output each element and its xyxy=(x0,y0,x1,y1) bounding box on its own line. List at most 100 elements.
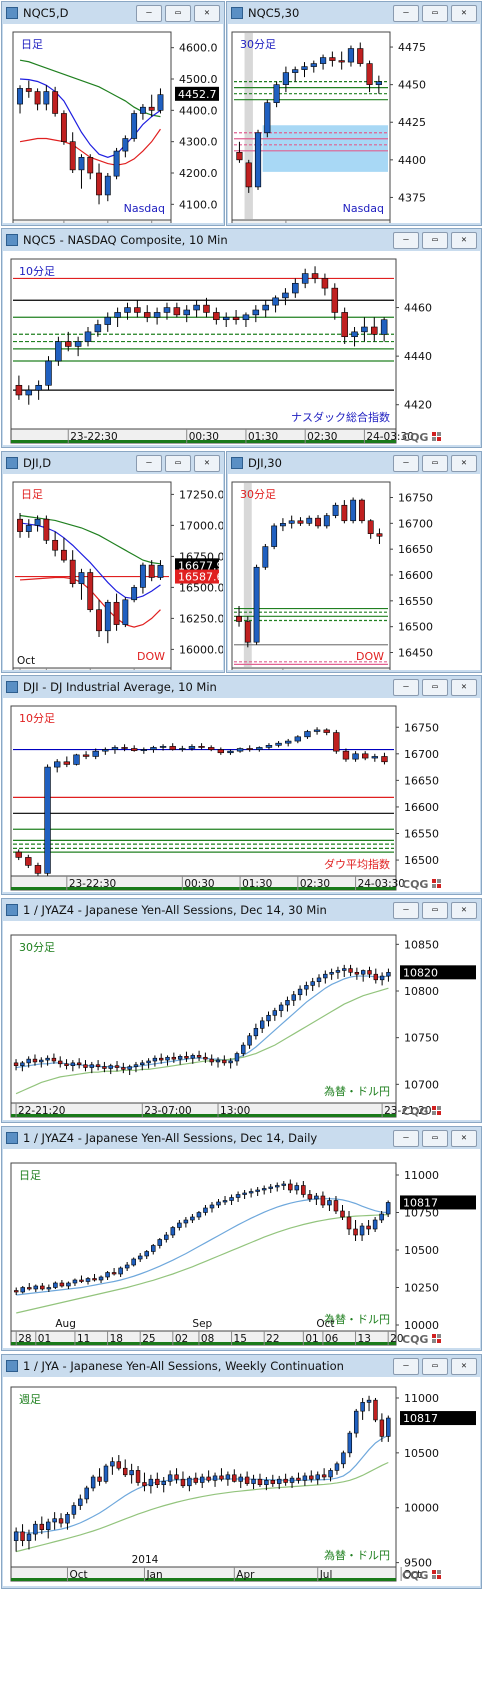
candle[interactable] xyxy=(97,1468,102,1486)
candle[interactable] xyxy=(52,531,59,557)
candle[interactable] xyxy=(304,981,309,996)
candle[interactable] xyxy=(143,305,151,323)
candle[interactable] xyxy=(188,744,196,751)
candle[interactable] xyxy=(319,54,327,70)
candle[interactable] xyxy=(373,1397,378,1423)
candle[interactable] xyxy=(177,1220,182,1231)
candle[interactable] xyxy=(245,159,252,193)
candle[interactable] xyxy=(34,862,42,876)
title-bar[interactable]: NQC5,30 — ▭ ✕ xyxy=(231,4,477,22)
candle[interactable] xyxy=(381,752,388,765)
candle[interactable] xyxy=(69,132,76,173)
candle[interactable] xyxy=(121,744,128,752)
candle[interactable] xyxy=(331,283,339,320)
candle[interactable] xyxy=(84,327,92,347)
candle[interactable] xyxy=(118,1266,123,1278)
candle[interactable] xyxy=(235,1191,241,1203)
candle[interactable] xyxy=(271,523,278,550)
candle[interactable] xyxy=(155,1472,160,1488)
minimize-button[interactable]: — xyxy=(393,678,419,696)
candle[interactable] xyxy=(379,1211,384,1223)
candle[interactable] xyxy=(265,743,273,750)
candle[interactable] xyxy=(278,1002,284,1018)
candle[interactable] xyxy=(256,746,263,752)
chart-canvas[interactable]: 16500 16550 16600 16650 16700 16750 10分足ダウ平均指数… xyxy=(3,698,480,892)
candle[interactable] xyxy=(157,1238,163,1249)
candle[interactable] xyxy=(236,141,243,163)
candle[interactable] xyxy=(131,1257,136,1267)
candle[interactable] xyxy=(301,62,308,78)
candle[interactable] xyxy=(26,1529,32,1550)
candle[interactable] xyxy=(58,1056,63,1068)
candle[interactable] xyxy=(108,1063,113,1075)
candle[interactable] xyxy=(272,295,279,313)
candle[interactable] xyxy=(184,1051,189,1062)
candle[interactable] xyxy=(232,310,240,325)
candle[interactable] xyxy=(203,1052,208,1063)
candle[interactable] xyxy=(255,1187,260,1196)
candle[interactable] xyxy=(65,1512,70,1530)
candle[interactable] xyxy=(76,1058,82,1069)
candle[interactable] xyxy=(366,1220,371,1235)
candle[interactable] xyxy=(301,268,309,289)
chart-window-nqc5-30min[interactable]: NQC5,30 — ▭ ✕ 4375 4400 4425 4450 4475 30分足 Nasdaq… xyxy=(226,1,482,226)
candle[interactable] xyxy=(111,745,119,754)
candle[interactable] xyxy=(307,1190,313,1202)
candle[interactable] xyxy=(85,1277,91,1285)
minimize-button[interactable]: — xyxy=(393,901,419,919)
candle[interactable] xyxy=(39,1516,45,1535)
candle[interactable] xyxy=(113,147,120,180)
chart-canvas[interactable]: 4100.0 4200.0 4300.0 4400.0 4500.0 4600.0 4452… xyxy=(3,24,223,223)
candle[interactable] xyxy=(352,751,359,762)
candle[interactable] xyxy=(43,515,50,544)
candle[interactable] xyxy=(323,513,330,529)
candle[interactable] xyxy=(229,1194,234,1206)
candle[interactable] xyxy=(104,173,111,202)
candle[interactable] xyxy=(102,747,109,755)
candle[interactable] xyxy=(129,1463,134,1484)
close-button[interactable]: ✕ xyxy=(451,901,477,919)
candle[interactable] xyxy=(292,278,299,298)
candle[interactable] xyxy=(78,1494,83,1510)
candle[interactable] xyxy=(104,312,112,332)
candle[interactable] xyxy=(272,1007,278,1021)
chart-window-dji-30min[interactable]: DJI,30— ▭ ✕ 16450 16500 16550 16600 16650 16700 1… xyxy=(226,451,482,673)
candle[interactable] xyxy=(64,331,72,352)
candle[interactable] xyxy=(13,1287,19,1296)
close-button[interactable]: ✕ xyxy=(451,4,477,22)
candle[interactable] xyxy=(347,1430,353,1458)
candle[interactable] xyxy=(346,1211,352,1235)
candle[interactable] xyxy=(362,751,369,761)
candle[interactable] xyxy=(321,1468,327,1481)
close-button[interactable]: ✕ xyxy=(194,454,220,472)
candle[interactable] xyxy=(148,1474,154,1494)
candle[interactable] xyxy=(78,568,85,600)
candle[interactable] xyxy=(171,1052,177,1063)
candle[interactable] xyxy=(183,1217,189,1228)
candle[interactable] xyxy=(254,129,262,190)
candle[interactable] xyxy=(35,380,42,400)
candle[interactable] xyxy=(386,968,391,982)
candle[interactable] xyxy=(187,1475,192,1492)
candle[interactable] xyxy=(40,1283,45,1291)
candle[interactable] xyxy=(333,729,340,754)
title-bar[interactable]: NQC5 - NASDAQ Composite, 10 Min — ▭ ✕ xyxy=(6,231,477,249)
candle[interactable] xyxy=(321,273,329,296)
plot-area[interactable] xyxy=(12,31,172,221)
candle[interactable] xyxy=(306,515,313,526)
candle[interactable] xyxy=(164,1232,169,1243)
candle[interactable] xyxy=(79,1275,84,1284)
candle[interactable] xyxy=(84,1485,89,1504)
candle[interactable] xyxy=(198,743,205,750)
candle[interactable] xyxy=(121,1062,126,1074)
candle[interactable] xyxy=(157,88,164,114)
minimize-button[interactable]: — xyxy=(136,4,162,22)
candle[interactable] xyxy=(244,616,251,648)
candle[interactable] xyxy=(180,1471,186,1488)
candle[interactable] xyxy=(276,1475,282,1490)
candle[interactable] xyxy=(140,1060,145,1071)
candle[interactable] xyxy=(71,1502,77,1519)
restore-button[interactable]: ▭ xyxy=(422,231,448,249)
title-bar[interactable]: 1 / JYAZ4 - Japanese Yen-All Sessions, D… xyxy=(6,1129,477,1147)
